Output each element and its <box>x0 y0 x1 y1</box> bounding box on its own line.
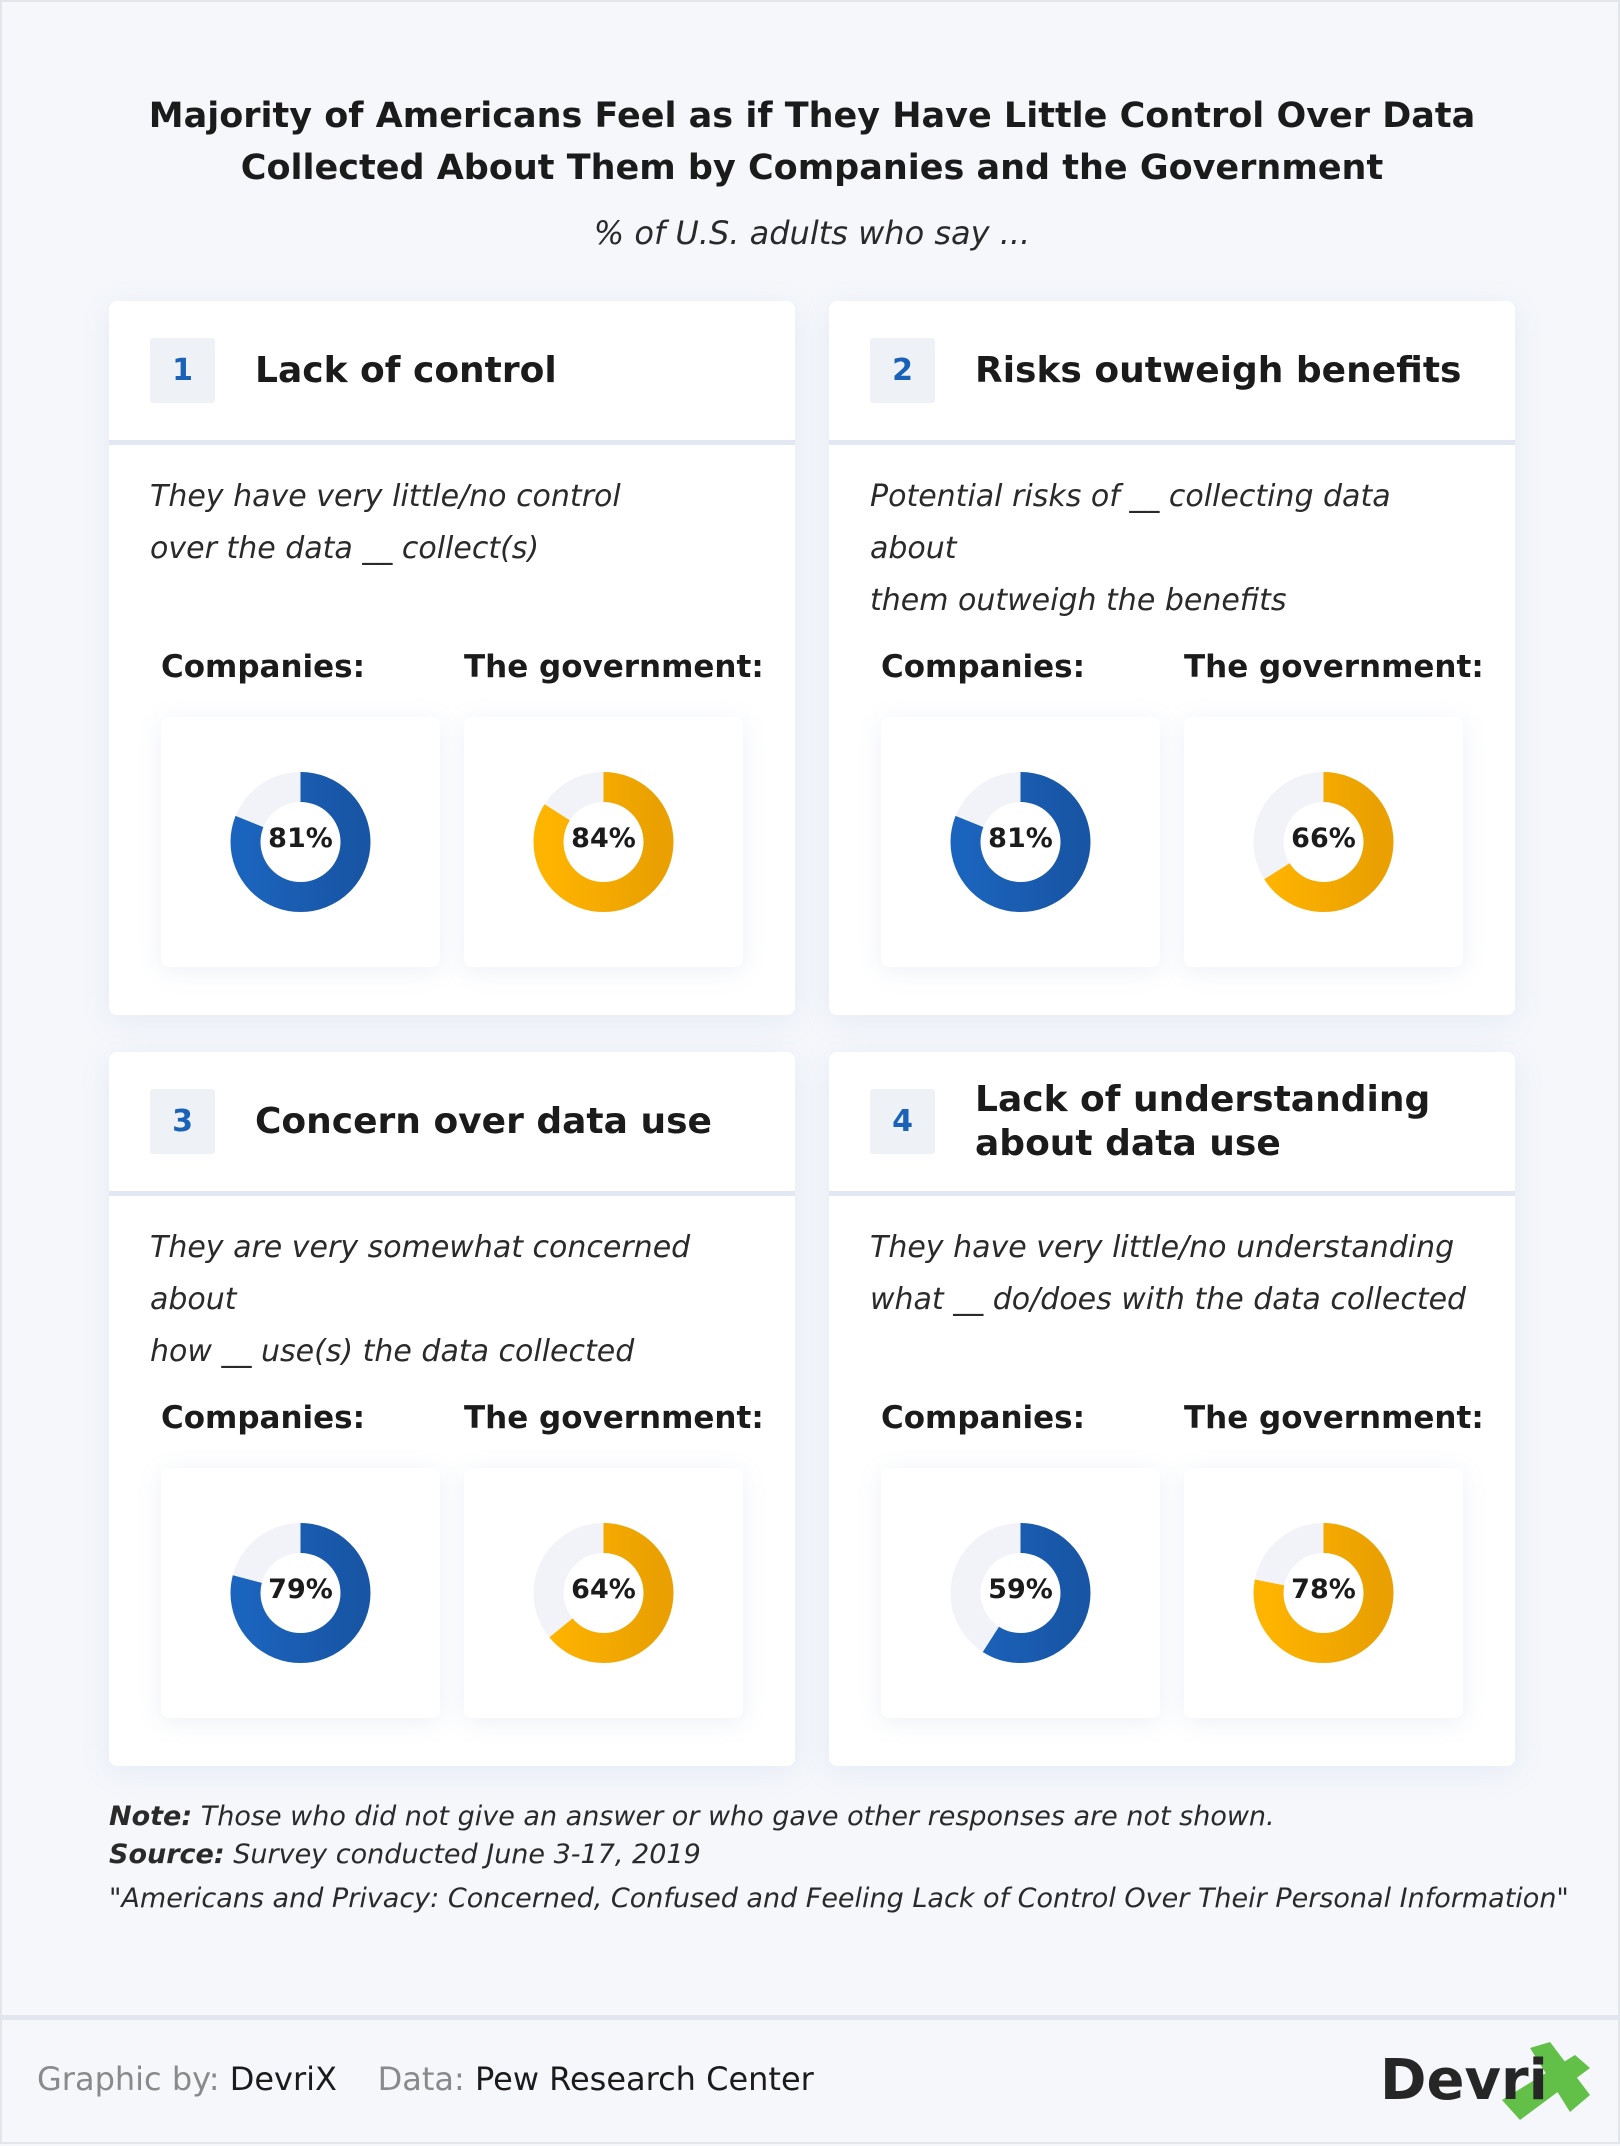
panel-description: They are very somewhat concerned about ho… <box>150 1222 760 1378</box>
companies-donut-card: 79% <box>161 1468 440 1718</box>
companies-donut <box>950 1523 1091 1663</box>
companies-donut-card: 59% <box>881 1468 1160 1718</box>
panel-2: 2 Risks outweigh benefits Potential risk… <box>829 301 1515 1015</box>
data-value: Pew Research Center <box>474 2060 814 2098</box>
panel-number-badge: 1 <box>150 338 215 403</box>
panel-number-badge: 4 <box>870 1089 935 1154</box>
government-label: The government: <box>464 649 764 685</box>
note-text: Those who did not give an answer or who … <box>192 1801 1275 1832</box>
source-text: Survey conducted June 3-17, 2019 <box>224 1839 701 1870</box>
description-line-2: what __ do/does with the data collected <box>870 1282 1467 1317</box>
graphic-by-label: Graphic by: <box>37 2060 220 2098</box>
panel-title-line-2: about data use <box>975 1122 1281 1164</box>
government-percent-label: 78% <box>1291 1574 1356 1605</box>
companies-donut <box>950 772 1091 912</box>
panel-header: 1 Lack of control <box>109 301 795 445</box>
note-label: Note: <box>109 1801 193 1832</box>
chart-title: Majority of Americans Feel as if They Ha… <box>2 90 1620 194</box>
chart-subtitle: % of U.S. adults who say ... <box>593 214 1031 252</box>
description-line-1: They are very somewhat concerned about <box>150 1230 691 1317</box>
notes: Note: Those who did not give an answer o… <box>109 1798 1569 1918</box>
government-label: The government: <box>1184 1400 1484 1436</box>
panel-3: 3 Concern over data use They are very so… <box>109 1052 795 1766</box>
government-donut <box>533 772 674 912</box>
description-line-2: over the data __ collect(s) <box>150 531 540 566</box>
description-line-1: They have very little/no understanding <box>870 1230 1455 1265</box>
graphic-by-value: DevriX <box>229 2060 337 2098</box>
companies-percent-label: 79% <box>268 1574 333 1605</box>
companies-donut-arc <box>950 1523 1091 1663</box>
panel-title: Lack of control <box>255 349 557 393</box>
government-donut <box>533 1523 674 1663</box>
companies-label: Companies: <box>161 1400 366 1436</box>
panel-description: Potential risks of __ collecting data ab… <box>870 471 1480 627</box>
panel-description: They have very little/no control over the… <box>150 471 760 575</box>
companies-donut-arc <box>230 772 371 912</box>
panel-number-badge: 3 <box>150 1089 215 1154</box>
panel-title: Concern over data use <box>255 1100 712 1144</box>
government-label: The government: <box>464 1400 764 1436</box>
government-donut-card: 84% <box>464 717 743 967</box>
companies-percent-label: 59% <box>988 1574 1053 1605</box>
footer: Graphic by: DevriX Data: Pew Research Ce… <box>2 2015 1620 2146</box>
panel-title: Lack of understanding about data use <box>975 1078 1430 1166</box>
data-label: Data: <box>377 2060 465 2098</box>
panel-4: 4 Lack of understanding about data use Th… <box>829 1052 1515 1766</box>
companies-percent-label: 81% <box>988 823 1053 854</box>
companies-donut-arc <box>950 772 1091 912</box>
panel-title-line-1: Lack of understanding <box>975 1078 1431 1120</box>
companies-donut-arc <box>230 1523 371 1663</box>
description-line-1: Potential risks of __ collecting data ab… <box>870 479 1391 566</box>
citation: "Americans and Privacy: Concerned, Confu… <box>109 1883 1569 1914</box>
companies-donut <box>230 772 371 912</box>
panel-header: 3 Concern over data use <box>109 1052 795 1196</box>
government-percent-label: 84% <box>571 823 636 854</box>
title-line-1: Majority of Americans Feel as if They Ha… <box>148 96 1476 136</box>
companies-label: Companies: <box>161 649 366 685</box>
companies-donut-card: 81% <box>161 717 440 967</box>
description-line-2: them outweigh the benefits <box>870 583 1287 618</box>
logo-x-icon <box>1502 2042 1590 2120</box>
panel-title-line-1: Lack of control <box>255 349 557 391</box>
panel-number-badge: 2 <box>870 338 935 403</box>
companies-donut <box>230 1523 371 1663</box>
source-label: Source: <box>109 1839 225 1870</box>
panel-header: 2 Risks outweigh benefits <box>829 301 1515 445</box>
panel-description: They have very little/no understanding wh… <box>870 1222 1480 1326</box>
companies-label: Companies: <box>881 1400 1086 1436</box>
panel-1: 1 Lack of control They have very little/… <box>109 301 795 1015</box>
government-donut-card: 64% <box>464 1468 743 1718</box>
government-donut-arc <box>1253 772 1394 912</box>
government-donut-arc <box>1253 1523 1394 1663</box>
government-donut-card: 66% <box>1184 717 1463 967</box>
government-donut <box>1253 1523 1394 1663</box>
panel-title-line-1: Risks outweigh benefits <box>975 349 1462 391</box>
description-line-1: They have very little/no control <box>150 479 621 514</box>
government-donut-arc <box>533 1523 674 1663</box>
government-donut-card: 78% <box>1184 1468 1463 1718</box>
panel-title-line-1: Concern over data use <box>255 1100 712 1142</box>
government-label: The government: <box>1184 649 1484 685</box>
description-line-2: how __ use(s) the data collected <box>150 1334 635 1369</box>
panel-header: 4 Lack of understanding about data use <box>829 1052 1515 1196</box>
devrix-logo: Devri <box>1380 2040 1590 2130</box>
companies-percent-label: 81% <box>268 823 333 854</box>
government-donut <box>1253 772 1394 912</box>
credits: Graphic by: DevriX Data: Pew Research Ce… <box>37 2060 814 2098</box>
companies-label: Companies: <box>881 649 1086 685</box>
government-percent-label: 64% <box>571 1574 636 1605</box>
title-line-2: Collected About Them by Companies and th… <box>240 148 1384 188</box>
government-percent-label: 66% <box>1291 823 1356 854</box>
panel-title: Risks outweigh benefits <box>975 349 1461 393</box>
government-donut-arc <box>533 772 674 912</box>
companies-donut-card: 81% <box>881 717 1160 967</box>
